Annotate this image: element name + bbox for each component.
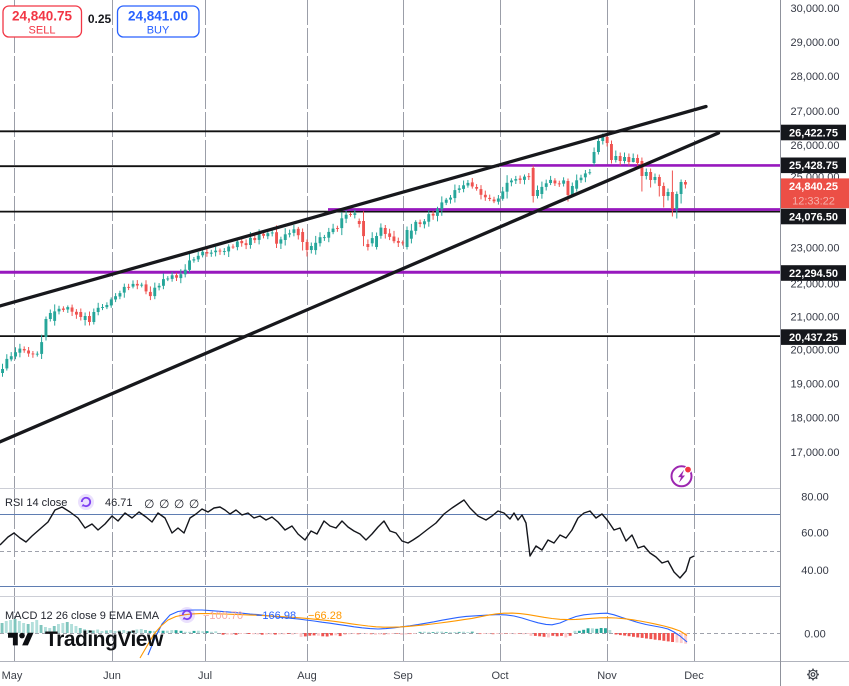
- svg-text:MACD 12 26 close 9 EMA EMA: MACD 12 26 close 9 EMA EMA: [5, 610, 160, 622]
- svg-text:−100.70: −100.70: [203, 610, 243, 622]
- svg-text:24,076.50: 24,076.50: [789, 211, 838, 223]
- svg-text:∅∅∅∅: ∅∅∅∅: [144, 497, 204, 511]
- svg-text:25,428.75: 25,428.75: [789, 160, 838, 172]
- svg-text:21,000.00: 21,000.00: [791, 312, 840, 324]
- svg-text:23,000.00: 23,000.00: [791, 243, 840, 255]
- svg-text:0.25: 0.25: [88, 12, 112, 26]
- svg-text:24,840.25: 24,840.25: [789, 181, 838, 193]
- svg-text:12:33:22: 12:33:22: [792, 196, 835, 208]
- svg-text:Nov: Nov: [597, 670, 617, 682]
- svg-text:29,000.00: 29,000.00: [791, 37, 840, 49]
- svg-text:28,000.00: 28,000.00: [791, 71, 840, 83]
- svg-text:18,000.00: 18,000.00: [791, 413, 840, 425]
- svg-text:26,000.00: 26,000.00: [791, 140, 840, 152]
- svg-text:27,000.00: 27,000.00: [791, 106, 840, 118]
- svg-text:BUY: BUY: [147, 25, 170, 37]
- svg-text:Jul: Jul: [198, 670, 212, 682]
- svg-text:19,000.00: 19,000.00: [791, 378, 840, 390]
- svg-text:−66.28: −66.28: [308, 610, 342, 622]
- svg-text:SELL: SELL: [29, 25, 56, 37]
- svg-text:May: May: [2, 670, 23, 682]
- svg-text:Oct: Oct: [491, 670, 508, 682]
- svg-text:22,000.00: 22,000.00: [791, 279, 840, 291]
- svg-text:RSI 14 close: RSI 14 close: [5, 497, 67, 509]
- svg-text:17,000.00: 17,000.00: [791, 447, 840, 459]
- svg-text:80.00: 80.00: [801, 492, 829, 504]
- svg-text:24,840.75: 24,840.75: [12, 9, 73, 24]
- svg-text:26,422.75: 26,422.75: [789, 127, 838, 139]
- svg-text:Jun: Jun: [103, 670, 121, 682]
- svg-text:Aug: Aug: [297, 670, 317, 682]
- svg-text:40.00: 40.00: [801, 565, 829, 577]
- svg-text:Sep: Sep: [393, 670, 413, 682]
- svg-text:24,841.00: 24,841.00: [128, 9, 188, 24]
- svg-text:30,000.00: 30,000.00: [791, 3, 840, 15]
- svg-text:TradingView: TradingView: [45, 628, 164, 651]
- svg-text:20,437.25: 20,437.25: [789, 332, 838, 344]
- svg-text:20,000.00: 20,000.00: [791, 344, 840, 356]
- svg-text:46.71: 46.71: [105, 497, 133, 509]
- svg-text:Dec: Dec: [684, 670, 704, 682]
- svg-text:0.00: 0.00: [804, 629, 825, 641]
- svg-text:22,294.50: 22,294.50: [789, 268, 838, 280]
- svg-text:60.00: 60.00: [801, 528, 829, 540]
- svg-text:−166.98: −166.98: [256, 610, 296, 622]
